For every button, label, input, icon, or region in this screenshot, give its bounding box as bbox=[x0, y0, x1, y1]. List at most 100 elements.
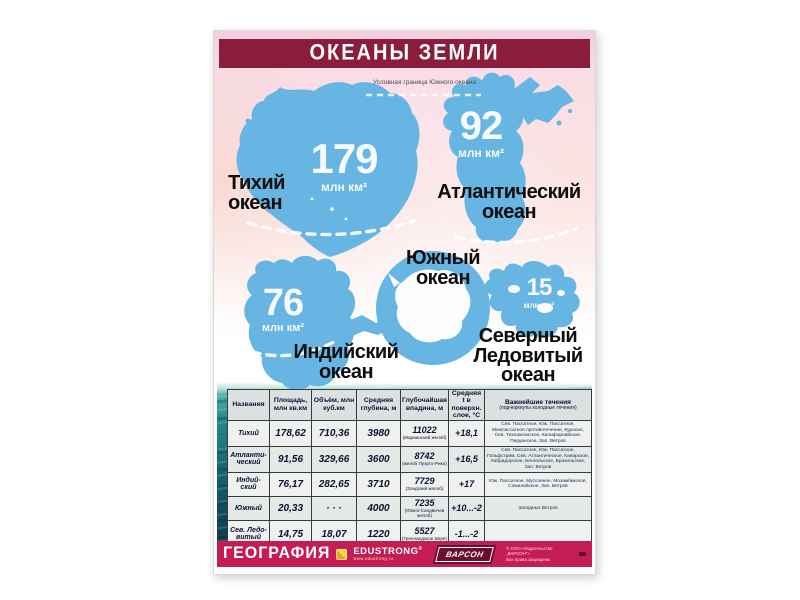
cell-depth: 3600 bbox=[356, 445, 401, 473]
southern-boundary-note: Условная граница Южного океана bbox=[372, 79, 477, 86]
edustrong-url: www.edustrong.ru bbox=[353, 556, 394, 562]
cell-area: 76,17 bbox=[269, 471, 312, 497]
cell-area: 91,56 bbox=[269, 445, 312, 473]
cell-area: 178,62 bbox=[269, 419, 312, 447]
pacific-ocean-label: Тихий океан bbox=[228, 172, 285, 214]
title-band: ОКЕАНЫ ЗЕМЛИ bbox=[219, 39, 590, 68]
label-line: Атлантический bbox=[437, 181, 581, 203]
ocean-shapes-map bbox=[236, 72, 580, 391]
trench-value: 5527 bbox=[414, 526, 435, 537]
label-line: Индийский bbox=[293, 341, 399, 363]
trench-note: (Зондский желоб) bbox=[405, 486, 444, 492]
trench-value: 11022 bbox=[412, 425, 437, 436]
header-currents: Важнейшие течения (подчеркнуты холодные … bbox=[484, 389, 592, 421]
edustrong-brand: EDUSTRONG® bbox=[353, 546, 422, 557]
atlantic-islands-icon bbox=[556, 120, 562, 126]
pacific-southern-boundary-dashes bbox=[246, 219, 416, 237]
table-row-southern: Южный 20,33 · · · 4000 7235 (Южно-Сандви… bbox=[227, 495, 592, 521]
atlantic-area-unit: млн км² bbox=[458, 146, 504, 160]
indian-area-number: 76 bbox=[262, 282, 304, 324]
antarctica-shape bbox=[395, 269, 471, 343]
atlantic-area-number: 92 bbox=[459, 104, 504, 148]
trench-note: (желоб Пуэрто-Рико) bbox=[402, 461, 447, 467]
table-header-row: Названия Площадь, млн кв.км Объём, млн к… bbox=[227, 389, 592, 421]
footer-band: ГЕОГРАФИЯ EDUSTRONG® www.edustrong.ru ВА… bbox=[217, 541, 592, 567]
trench-note: (Гренландское море) bbox=[402, 536, 447, 542]
label-line: Ледовитый bbox=[473, 344, 583, 367]
header-temp: Средняя t в поверхн. слое, °С bbox=[448, 389, 485, 421]
trench-value: 7235 bbox=[414, 497, 435, 508]
table-row-atlantic: Атланти-ческий 91,56 329,66 3600 8742 (ж… bbox=[227, 445, 592, 473]
cell-volume: · · · bbox=[311, 495, 357, 521]
oceans-poster: ОКЕАНЫ ЗЕМЛИ bbox=[213, 30, 596, 575]
indian-east-arm-shape bbox=[344, 315, 392, 337]
edustrong-block: EDUSTRONG® www.edustrong.ru bbox=[353, 546, 422, 562]
label-line: океан bbox=[318, 360, 374, 383]
cell-volume: 710,36 bbox=[311, 419, 357, 447]
southern-ocean-label: Южный океан bbox=[393, 247, 493, 289]
arctic-ocean-shape bbox=[484, 261, 580, 338]
pacific-islands-icon bbox=[245, 118, 251, 124]
label-line: Северный bbox=[478, 325, 578, 347]
arctic-ocean-label: Северный Ледовитый океан bbox=[457, 325, 599, 387]
indian-area-unit: млн км² bbox=[261, 322, 305, 335]
cell-temp: +16,5 bbox=[448, 445, 485, 473]
label-line: Тихий bbox=[228, 172, 285, 194]
antarctic-peninsula-shape bbox=[388, 273, 400, 287]
label-line: океан bbox=[481, 200, 537, 223]
oceans-data-table: Названия Площадь, млн кв.км Объём, млн к… bbox=[227, 389, 592, 549]
island-dot bbox=[330, 207, 334, 211]
indian-ocean-label: Индийский океан bbox=[284, 341, 408, 383]
label-line: океан bbox=[415, 266, 471, 289]
table-row-pacific: Тихий 178,62 710,36 3980 11022 (Марианск… bbox=[227, 419, 592, 447]
label-line: океан bbox=[228, 191, 283, 214]
cell-depth: 3710 bbox=[356, 471, 401, 497]
pacific-area-number: 179 bbox=[310, 135, 378, 182]
header-currents-line2: (подчеркнуты холодные течения) bbox=[499, 404, 577, 411]
edustrong-logo-icon bbox=[336, 548, 348, 560]
arctic-island-patch bbox=[537, 303, 553, 313]
cell-temp: +10...-2 bbox=[448, 495, 485, 521]
cell-name: Южный bbox=[227, 495, 270, 521]
header-trench: Глубочайшая впадина, м bbox=[400, 389, 449, 421]
arctic-island-patch bbox=[557, 290, 565, 296]
varson-publisher-badge: ВАРСОН bbox=[434, 546, 494, 562]
cell-trench: 7729 (Зондский желоб) bbox=[400, 471, 449, 497]
cell-depth: 4000 bbox=[356, 495, 401, 521]
header-names: Названия bbox=[227, 389, 270, 421]
cell-temp: +18,1 bbox=[448, 419, 485, 447]
corner-mark bbox=[579, 552, 586, 556]
credit-line: Все права защищены bbox=[506, 556, 551, 562]
credit-line: © ООО «Издательство „ВАРСОН“» bbox=[506, 545, 553, 557]
atlantic-ocean-shape bbox=[443, 72, 526, 243]
arctic-area-value: 15 млн км² bbox=[509, 276, 569, 310]
atlantic-southern-boundary-dashes bbox=[454, 227, 578, 245]
atlantic-area-value: 92 млн км² bbox=[443, 104, 519, 160]
atlantic-islands-icon bbox=[568, 109, 572, 113]
pacific-islands-icon bbox=[255, 182, 261, 188]
label-line: Южный bbox=[405, 247, 481, 269]
arctic-area-unit: млн км² bbox=[523, 300, 555, 310]
cell-depth: 3980 bbox=[356, 419, 401, 447]
cell-temp: +17 bbox=[448, 471, 485, 497]
label-line: океан bbox=[500, 364, 556, 387]
island-dot bbox=[344, 217, 348, 221]
subject-title: ГЕОГРАФИЯ bbox=[223, 544, 331, 563]
cell-trench: 8742 (желоб Пуэрто-Рико) bbox=[400, 445, 449, 473]
poster-title: ОКЕАНЫ ЗЕМЛИ bbox=[309, 40, 500, 66]
cell-trench: 11022 (Марианский желоб) bbox=[400, 419, 449, 447]
atlantic-ocean-label: Атлантический океан bbox=[436, 181, 582, 223]
atlantic-north-arm-shape bbox=[514, 77, 574, 125]
cell-currents: Сев. Пассатное, Юж. Пассатное, Межпассат… bbox=[484, 419, 592, 447]
trench-note: (Марианский желоб) bbox=[402, 435, 447, 441]
table-row-indian: Индий-ский 76,17 282,65 3710 7729 (Зондс… bbox=[227, 471, 592, 497]
cell-volume: 282,65 bbox=[311, 471, 357, 497]
publisher-credits: © ООО «Издательство „ВАРСОН“» Все права … bbox=[506, 546, 573, 563]
cell-currents: Западных Ветров bbox=[484, 495, 592, 521]
cell-name: Атланти-ческий bbox=[227, 445, 270, 473]
cell-volume: 329,66 bbox=[311, 445, 357, 473]
cell-currents: Сев. Пассатное, Юж. Пассатное, Гольфстри… bbox=[484, 445, 592, 473]
header-currents-line1: Важнейшие течения bbox=[505, 398, 571, 406]
cell-currents: Юж. Пассатное, Муссонное, Мозамбикское, … bbox=[484, 471, 592, 497]
